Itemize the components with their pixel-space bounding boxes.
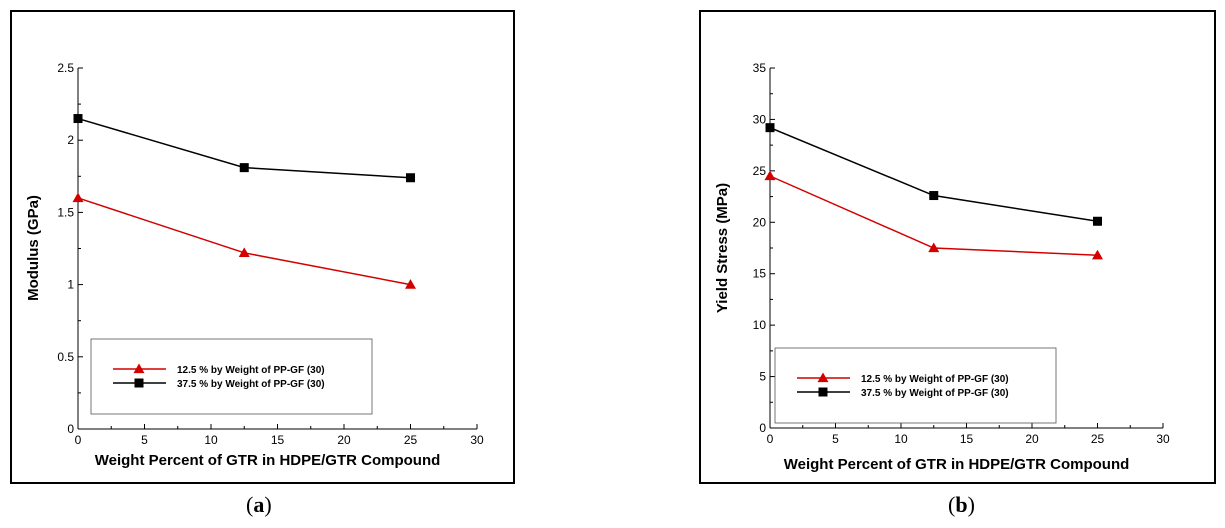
data-point-square — [929, 191, 939, 201]
y-tick-label: 15 — [753, 267, 767, 281]
series-line-black — [769, 126, 1098, 222]
legend-label: 37.5 % by Weight of PP-GF (30) — [177, 379, 325, 390]
y-tick-label: 0 — [67, 422, 74, 436]
data-point-square — [406, 173, 415, 183]
y-tick-label: 35 — [753, 61, 767, 75]
y-tick-label: 1.5 — [57, 205, 74, 219]
data-point-triangle — [1092, 249, 1103, 260]
data-point-square — [239, 163, 249, 173]
x-tick-label: 20 — [1025, 432, 1039, 446]
y-tick-label: 2.5 — [57, 61, 74, 75]
y-tick-label: 0 — [759, 421, 766, 435]
legend-box — [90, 338, 373, 415]
y-tick-label: 30 — [753, 112, 767, 126]
x-tick-label: 0 — [767, 432, 774, 446]
x-tick-label: 10 — [204, 433, 218, 447]
data-point-triangle — [764, 170, 776, 181]
data-point-square — [73, 114, 83, 124]
caption-a: (a) — [246, 492, 272, 517]
legend-box — [774, 347, 1057, 424]
x-tick-label: 5 — [141, 433, 148, 447]
data-point-triangle — [72, 192, 84, 203]
y-tick-label: 2 — [67, 133, 74, 147]
x-tick-label: 30 — [1156, 432, 1170, 446]
legend-marker-triangle — [133, 363, 145, 374]
y-axis-label: Modulus (GPa) — [25, 195, 42, 301]
legend-label: 12.5 % by Weight of PP-GF (30) — [861, 374, 1009, 385]
data-point-square — [765, 123, 775, 133]
y-axis-label: Yield Stress (MPa) — [714, 183, 731, 313]
data-point-square — [1093, 216, 1102, 226]
y-tick-label: 1 — [67, 278, 74, 292]
data-point-triangle — [928, 242, 940, 253]
x-tick-label: 30 — [470, 433, 484, 447]
y-tick-label: 20 — [753, 215, 767, 229]
x-tick-label: 5 — [832, 432, 839, 446]
legend-marker-square — [134, 378, 144, 388]
x-axis-label: Weight Percent of GTR in HDPE/GTR Compou… — [784, 456, 1130, 473]
x-tick-label: 25 — [404, 433, 418, 447]
x-tick-label: 15 — [960, 432, 974, 446]
legend-marker-square — [818, 387, 828, 397]
legend-marker-triangle — [817, 372, 829, 383]
x-axis-label: Weight Percent of GTR in HDPE/GTR Compou… — [95, 452, 441, 469]
caption-b: (b) — [948, 492, 975, 517]
x-tick-label: 10 — [894, 432, 908, 446]
y-tick-label: 5 — [759, 370, 766, 384]
data-point-triangle — [405, 279, 416, 289]
legend-label: 12.5 % by Weight of PP-GF (30) — [177, 365, 325, 376]
y-tick-label: 0.5 — [57, 350, 74, 364]
legend-label: 37.5 % by Weight of PP-GF (30) — [861, 388, 1009, 399]
x-tick-label: 0 — [75, 433, 82, 447]
x-tick-label: 25 — [1091, 432, 1105, 446]
x-tick-label: 20 — [337, 433, 351, 447]
x-tick-label: 15 — [271, 433, 285, 447]
data-point-triangle — [238, 247, 250, 257]
y-tick-label: 25 — [753, 164, 767, 178]
y-tick-label: 10 — [753, 318, 767, 332]
